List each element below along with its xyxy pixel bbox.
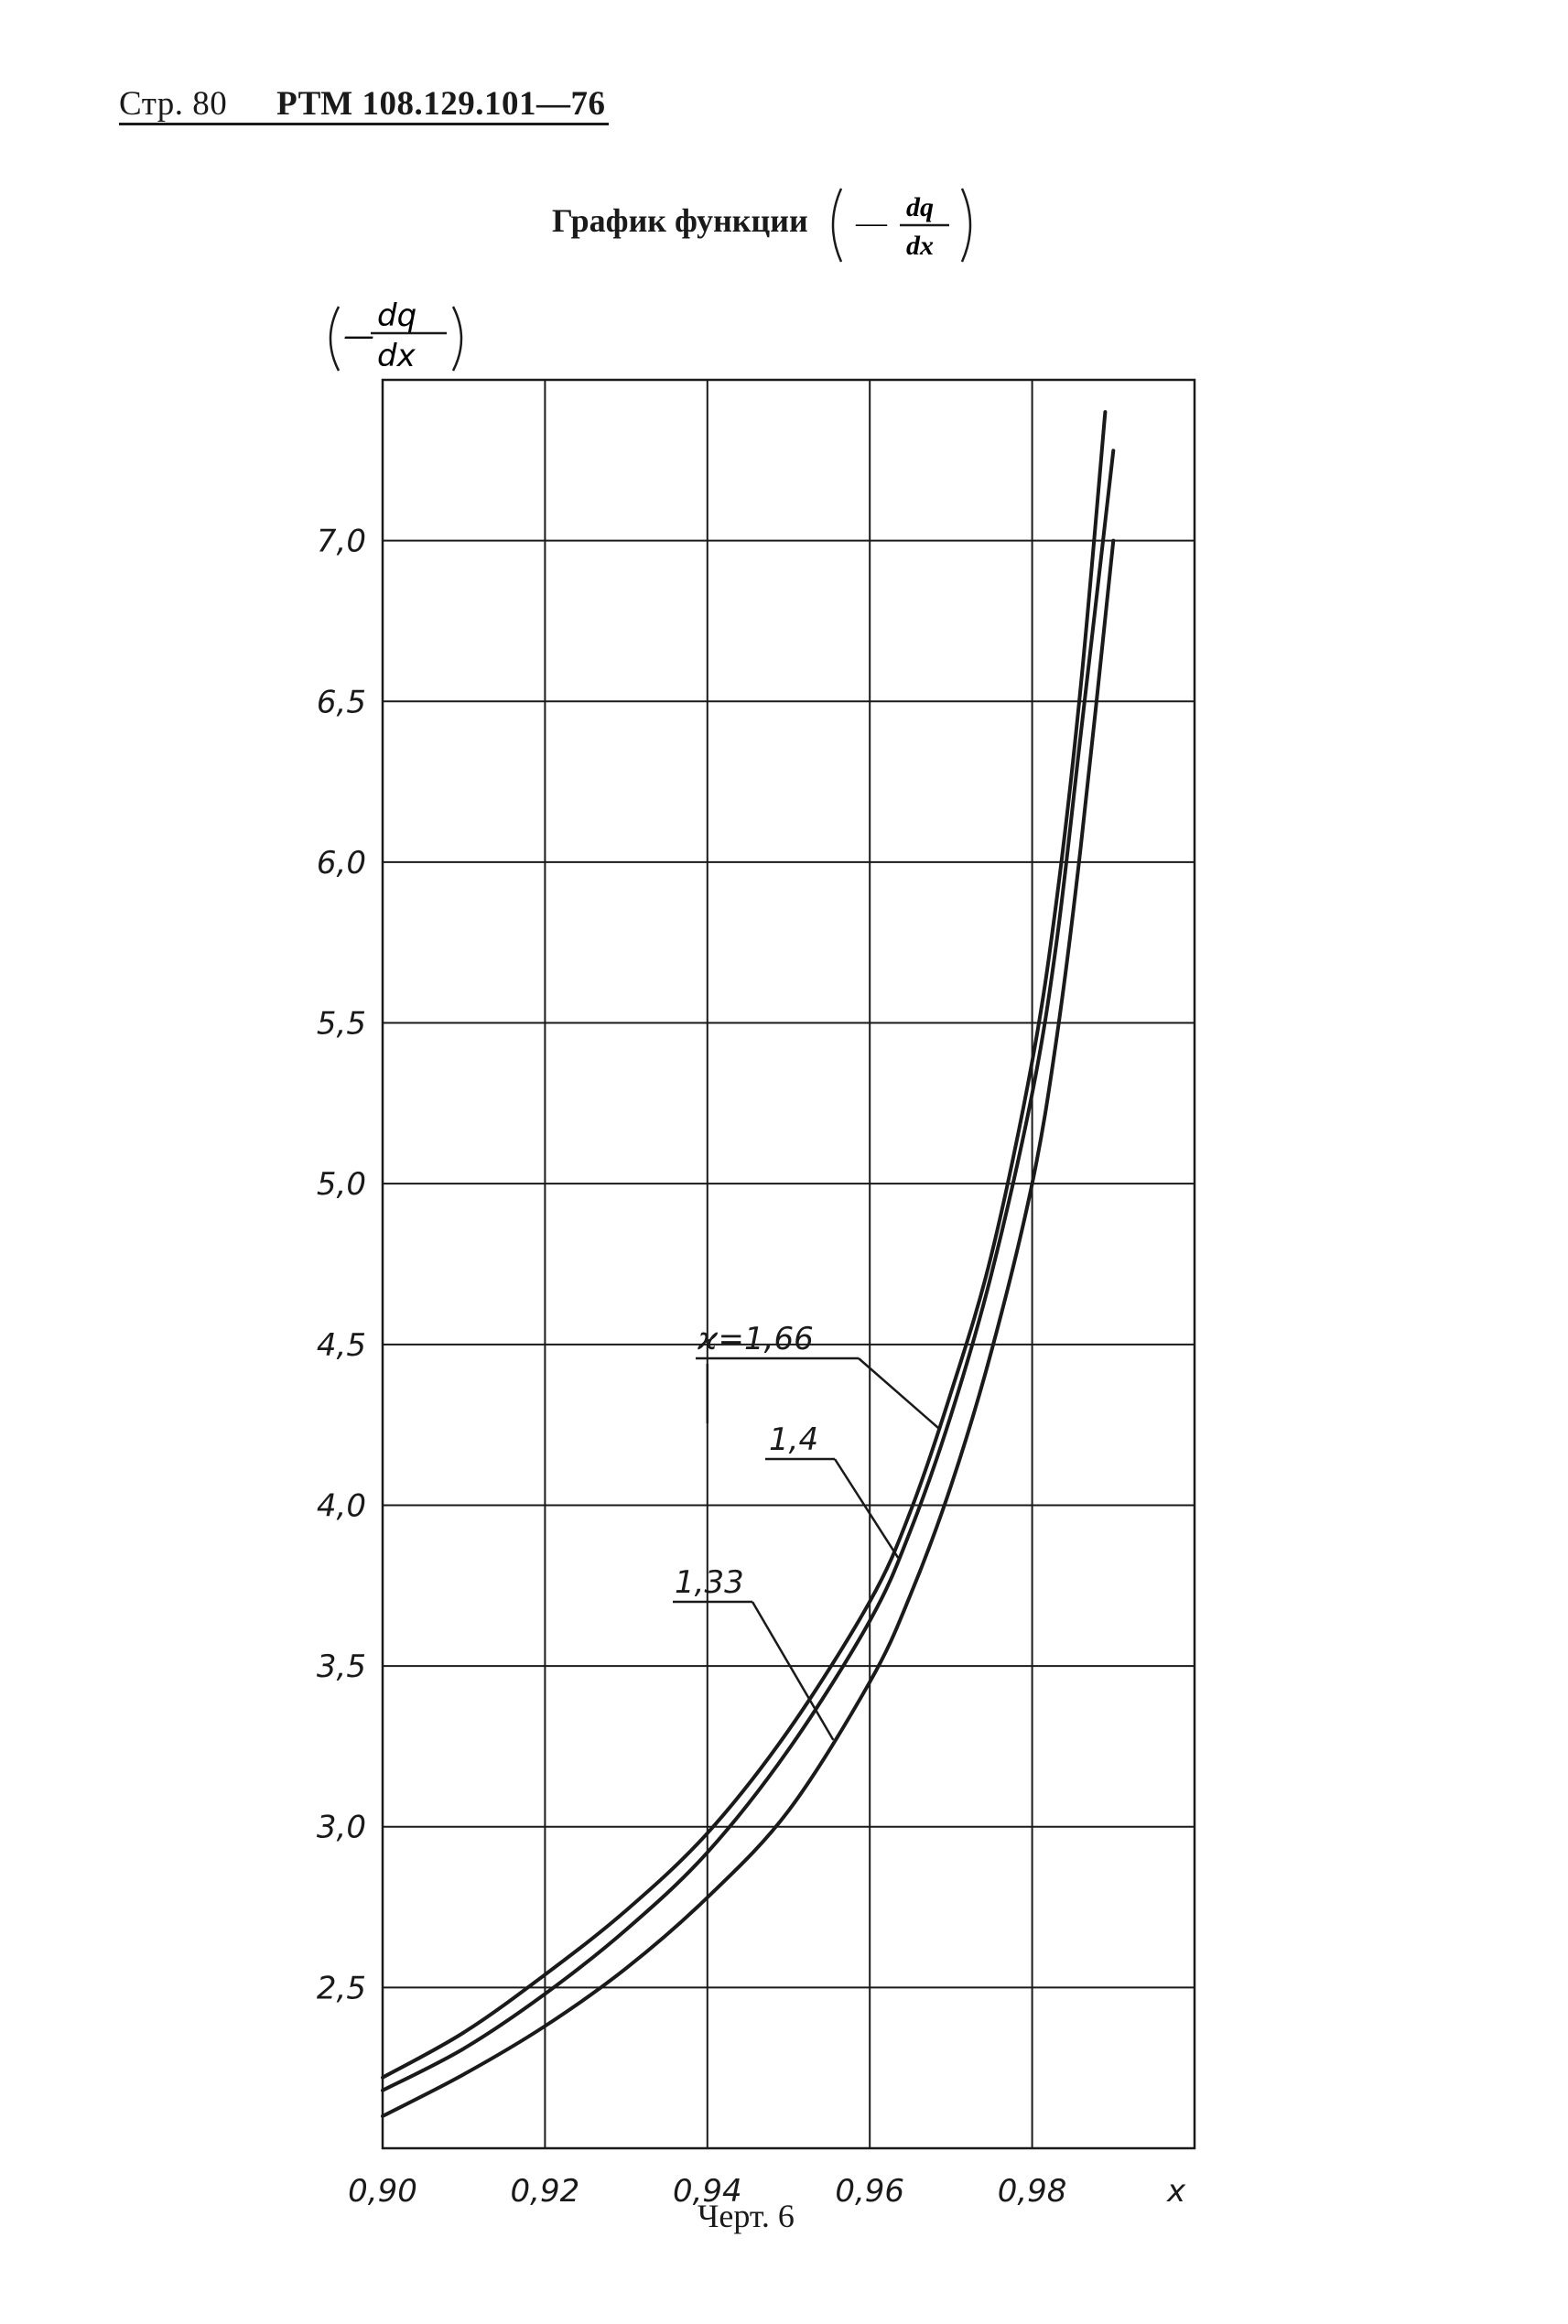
annotation-leader-1	[833, 1458, 900, 1559]
y-tick-label-0: 2,5	[317, 1970, 366, 2006]
chart-title: График функции	[552, 202, 808, 239]
x-tick-label-0: 0,90	[348, 2173, 417, 2210]
x-tick-label-4: 0,98	[998, 2173, 1067, 2210]
figure-caption: Черт. 6	[697, 2198, 795, 2234]
y-tick-label-8: 6,5	[317, 684, 366, 720]
series-annotation-0: ϰ=1,66	[697, 1321, 814, 1357]
page-header: Стр. 80 РТМ 108.129.101—76	[119, 84, 605, 124]
annotation-leader-2	[751, 1601, 835, 1741]
y-tick-label-6: 5,5	[317, 1006, 366, 1043]
document-code: РТМ 108.129.101—76	[276, 85, 606, 123]
y-axis-label-denominator: dx	[377, 338, 416, 374]
series-line-2	[381, 538, 1116, 2118]
x-tick-label-3: 0,96	[835, 2173, 904, 2210]
y-tick-label-4: 4,5	[317, 1327, 366, 1364]
y-axis-label-sign: —	[343, 318, 374, 354]
annotation-leader-0	[858, 1357, 940, 1430]
page-number: Стр. 80	[119, 85, 228, 123]
series-annotation-2: 1,33	[675, 1564, 744, 1601]
title-formula-numerator: dq	[906, 192, 934, 222]
title-formula-denominator: dx	[906, 231, 934, 261]
series-line-0	[381, 410, 1108, 2080]
y-axis-label-numerator: dq	[377, 297, 416, 334]
x-tick-label-1: 0,92	[511, 2173, 580, 2210]
chart-tick-labels: 0,90 0,92 0,94 0,96 0,98 x 2,5 3,0 3,5 4,0 4,5 5,0 5…	[317, 524, 1186, 2210]
y-tick-label-1: 3,0	[317, 1810, 366, 1846]
chart-series	[381, 410, 1116, 2118]
plot-frame	[381, 378, 1196, 2150]
y-tick-label-7: 6,0	[317, 845, 366, 881]
chart-grid	[381, 378, 1196, 2150]
series-annotation-1: 1,4	[769, 1421, 818, 1458]
header-rule	[119, 123, 609, 125]
title-formula-sign: —	[855, 206, 888, 240]
title-formula: — dq dx	[831, 188, 972, 263]
y-tick-label-5: 5,0	[317, 1166, 366, 1203]
y-tick-label-2: 3,5	[317, 1648, 366, 1685]
y-tick-label-3: 4,0	[317, 1487, 366, 1524]
x-axis-name: x	[1166, 2173, 1186, 2210]
chart-annotations: ϰ=1,66 1,4 1,33	[673, 1321, 940, 1741]
y-axis-label: — dq dx	[329, 297, 463, 374]
x-tick-label-2: 0,94	[673, 2173, 742, 2210]
y-tick-label-9: 7,0	[317, 524, 366, 560]
series-line-1	[381, 449, 1116, 2092]
